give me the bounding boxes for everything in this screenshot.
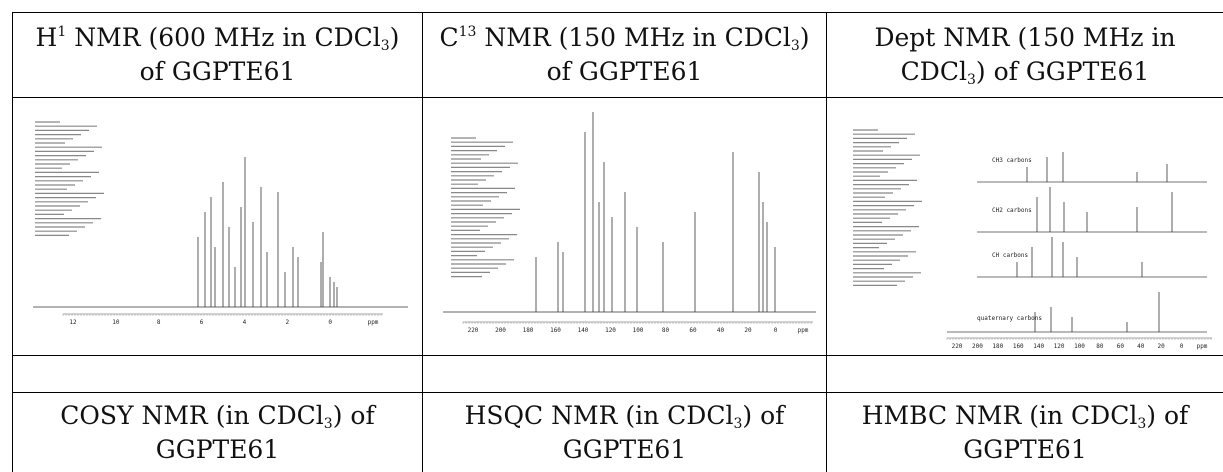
axis-label: 100 (1074, 343, 1085, 350)
text: NMR (150 MHz in CDCl (476, 23, 790, 52)
superscript: 1 (57, 24, 66, 40)
trace-label: CH3 carbons (992, 157, 1032, 164)
axis-label: 0 (774, 327, 778, 334)
axis-label: 80 (1096, 343, 1104, 350)
axis-label: 6 (200, 319, 204, 326)
superscript: 13 (459, 24, 477, 40)
image-cell: CH3 carbons CH2 carbons CH carbons quaterna… (826, 97, 1223, 355)
axis-label: 140 (578, 327, 589, 334)
axis-label: 20 (744, 327, 752, 334)
subscript: 3 (1137, 416, 1146, 432)
text: HSQC NMR (in CDCl (465, 401, 734, 430)
axis-label: 12 (69, 319, 77, 326)
axis-label: 160 (1013, 343, 1024, 350)
axis-label: 10 (112, 319, 120, 326)
page: H1 NMR (600 MHz in CDCl3) of GGPTE61 C13… (0, 0, 1223, 472)
text: COSY NMR (in CDCl (60, 401, 324, 430)
subscript: 3 (967, 72, 976, 88)
axis-label: 120 (605, 327, 616, 334)
spectrum-image: CH3 carbons CH2 carbons CH carbons quaterna… (837, 102, 1213, 352)
axis-label: 100 (633, 327, 644, 334)
header-cell: C13 NMR (150 MHz in CDCl3) of GGPTE61 (422, 12, 826, 97)
axis-label: 200 (495, 327, 506, 334)
header-cell: Dept NMR (150 MHz in CDCl3) of GGPTE61 (826, 12, 1223, 97)
axis-label: 2 (285, 319, 289, 326)
axis-label: 160 (550, 327, 561, 334)
axis-label: 60 (689, 327, 697, 334)
axis-label: 8 (157, 319, 161, 326)
axis-label: 20 (1158, 343, 1166, 350)
text: HMBC NMR (in CDCl (862, 401, 1138, 430)
axis-label: 0 (1180, 343, 1184, 350)
trace-label: CH2 carbons (992, 207, 1032, 214)
axis-label: 180 (523, 327, 534, 334)
text: NMR (600 MHz in CDCl (66, 23, 380, 52)
text: ) of GGPTE61 (976, 57, 1149, 86)
axis-label: 120 (1054, 343, 1065, 350)
footer-cell: COSY NMR (in CDCl3) of GGPTE61 (12, 392, 422, 472)
axis-label: 220 (468, 327, 479, 334)
empty-cell (826, 355, 1223, 392)
text: H (36, 23, 58, 52)
text: C (439, 23, 458, 52)
subscript: 3 (381, 38, 390, 54)
axis-label: 140 (1033, 343, 1044, 350)
footer-cell: HMBC NMR (in CDCl3) of GGPTE61 (826, 392, 1223, 472)
axis-label: ppm (1197, 343, 1208, 350)
axis-label: 200 (972, 343, 983, 350)
axis-label: 40 (1137, 343, 1145, 350)
axis-label: ppm (798, 327, 809, 334)
axis-label: 180 (992, 343, 1003, 350)
empty-cell (12, 355, 422, 392)
axis-label: 40 (717, 327, 725, 334)
trace-label: CH carbons (992, 252, 1029, 259)
spectrum-image: 12 10 8 6 4 2 0 ppm (23, 102, 412, 352)
subscript: 3 (791, 38, 800, 54)
axis-label: 80 (662, 327, 670, 334)
axis-label: ppm (368, 319, 379, 326)
empty-cell (422, 355, 826, 392)
trace-label: quaternary carbons (977, 315, 1042, 322)
axis-label: 4 (243, 319, 247, 326)
image-cell: 12 10 8 6 4 2 0 ppm (12, 97, 422, 355)
header-cell: H1 NMR (600 MHz in CDCl3) of GGPTE61 (12, 12, 422, 97)
axis-label: 60 (1117, 343, 1125, 350)
axis-label: 220 (952, 343, 963, 350)
footer-cell: HSQC NMR (in CDCl3) of GGPTE61 (422, 392, 826, 472)
axis-label: 0 (328, 319, 332, 326)
subscript: 3 (324, 416, 333, 432)
